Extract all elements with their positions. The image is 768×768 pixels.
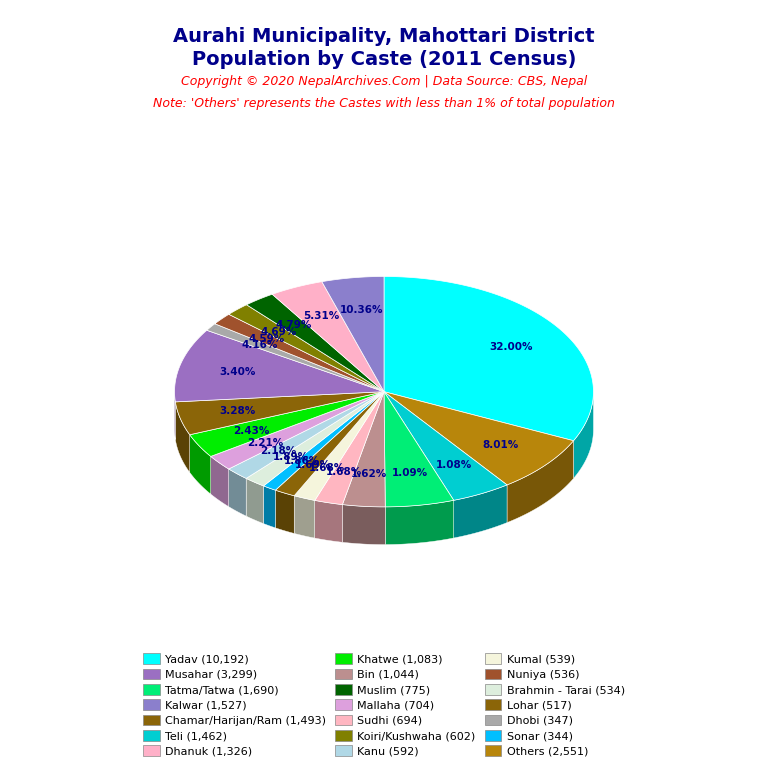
Text: Copyright © 2020 NepalArchives.Com | Data Source: CBS, Nepal: Copyright © 2020 NepalArchives.Com | Dat…	[181, 75, 587, 88]
Polygon shape	[574, 391, 594, 478]
Text: 4.69%: 4.69%	[260, 327, 296, 337]
Polygon shape	[343, 505, 386, 545]
Polygon shape	[343, 392, 386, 507]
Polygon shape	[384, 392, 507, 500]
Text: 8.01%: 8.01%	[482, 439, 518, 449]
Polygon shape	[190, 392, 384, 456]
Polygon shape	[454, 485, 507, 538]
Polygon shape	[263, 392, 384, 490]
Polygon shape	[229, 305, 384, 392]
Polygon shape	[263, 486, 276, 528]
Text: 1.62%: 1.62%	[351, 469, 388, 479]
Polygon shape	[174, 392, 175, 439]
Text: 2.18%: 2.18%	[260, 446, 296, 456]
Polygon shape	[247, 294, 384, 392]
Polygon shape	[322, 276, 384, 392]
Polygon shape	[294, 496, 315, 538]
Text: 2.43%: 2.43%	[233, 425, 269, 435]
Polygon shape	[175, 392, 384, 435]
Polygon shape	[174, 330, 384, 402]
Polygon shape	[384, 392, 454, 507]
Polygon shape	[315, 501, 343, 542]
Polygon shape	[175, 402, 190, 472]
Text: 3.28%: 3.28%	[219, 406, 256, 416]
Text: 1.86%: 1.86%	[283, 456, 319, 466]
Text: 1.89%: 1.89%	[273, 452, 309, 462]
Polygon shape	[384, 392, 574, 485]
Text: 5.31%: 5.31%	[303, 311, 339, 321]
Polygon shape	[294, 392, 384, 501]
Polygon shape	[207, 324, 384, 392]
Polygon shape	[276, 392, 384, 496]
Polygon shape	[272, 282, 384, 392]
Polygon shape	[229, 392, 384, 478]
Polygon shape	[384, 276, 594, 441]
Polygon shape	[215, 314, 384, 392]
Polygon shape	[210, 392, 384, 469]
Polygon shape	[247, 392, 384, 486]
Polygon shape	[247, 478, 263, 524]
Polygon shape	[210, 456, 229, 507]
Text: 1.08%: 1.08%	[436, 460, 472, 470]
Legend: Yadav (10,192), Musahar (3,299), Tatma/Tatwa (1,690), Kalwar (1,527), Chamar/Har: Yadav (10,192), Musahar (3,299), Tatma/T…	[139, 649, 629, 761]
Text: 1.68%: 1.68%	[326, 467, 362, 477]
Text: Population by Caste (2011 Census): Population by Caste (2011 Census)	[192, 50, 576, 69]
Text: 4.79%: 4.79%	[276, 320, 313, 330]
Text: 32.00%: 32.00%	[489, 343, 533, 353]
Polygon shape	[507, 441, 574, 522]
Text: 10.36%: 10.36%	[339, 305, 383, 315]
Polygon shape	[190, 435, 210, 494]
Text: 2.21%: 2.21%	[247, 438, 283, 448]
Polygon shape	[229, 469, 247, 516]
Text: 3.40%: 3.40%	[219, 367, 256, 377]
Text: 1.09%: 1.09%	[392, 468, 428, 478]
Polygon shape	[315, 392, 384, 505]
Polygon shape	[386, 500, 454, 545]
Polygon shape	[276, 490, 294, 534]
Text: 1.68%: 1.68%	[309, 463, 345, 473]
Text: 1.69%: 1.69%	[294, 460, 330, 470]
Text: Aurahi Municipality, Mahottari District: Aurahi Municipality, Mahottari District	[174, 27, 594, 46]
Text: Note: 'Others' represents the Castes with less than 1% of total population: Note: 'Others' represents the Castes wit…	[153, 97, 615, 110]
Text: 4.59%: 4.59%	[249, 334, 285, 344]
Text: 4.16%: 4.16%	[241, 340, 277, 350]
